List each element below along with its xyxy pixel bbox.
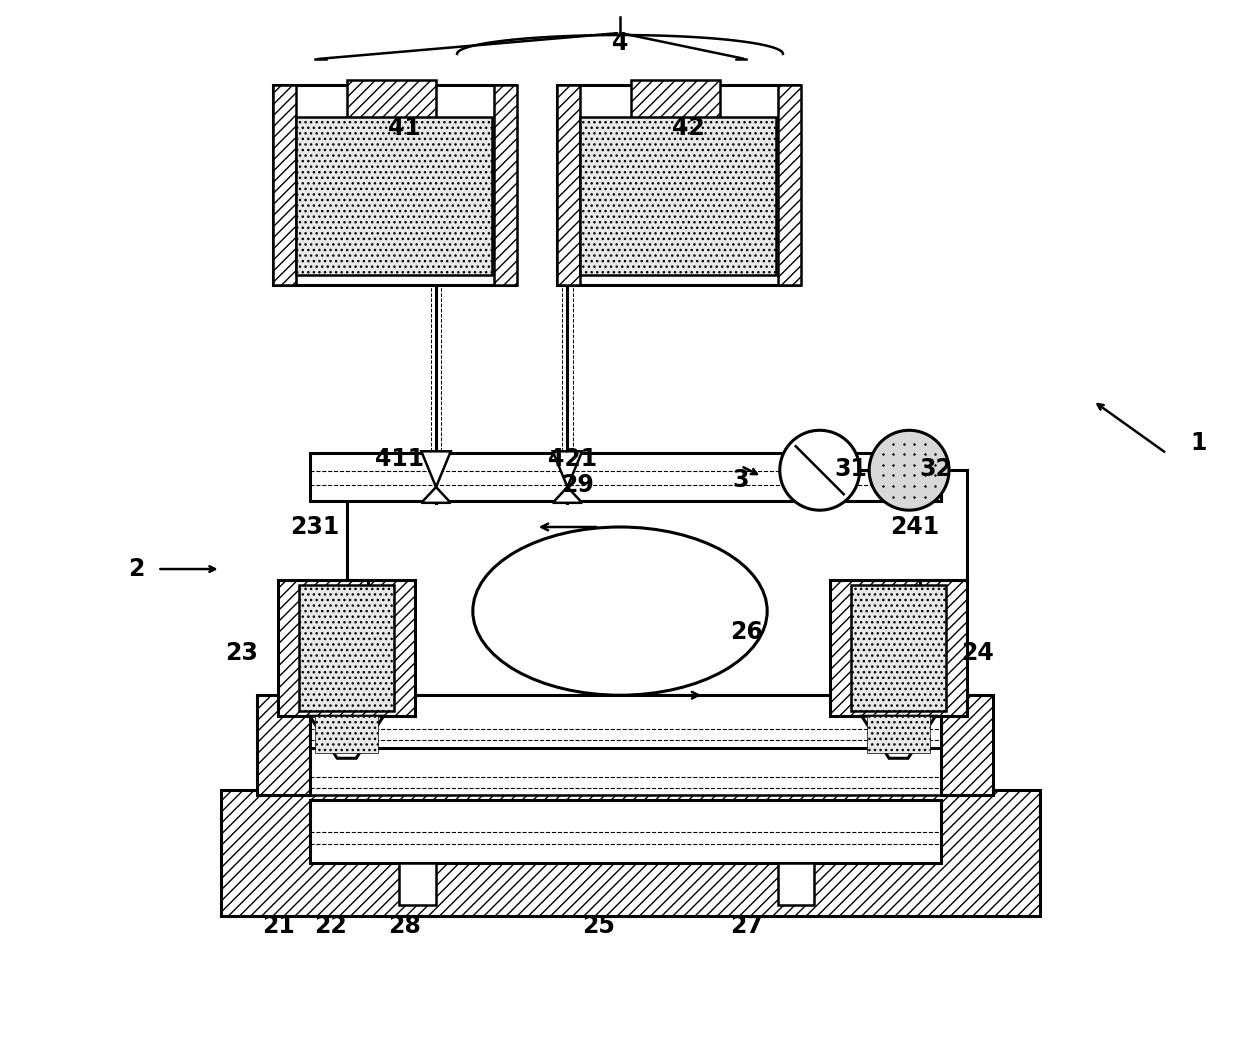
- Bar: [494, 85, 517, 286]
- Bar: [273, 85, 296, 286]
- Bar: [258, 696, 310, 795]
- Text: 231: 231: [290, 515, 340, 539]
- Bar: [315, 717, 378, 753]
- Polygon shape: [310, 717, 383, 758]
- Bar: [630, 80, 720, 128]
- Bar: [852, 585, 946, 711]
- Bar: [310, 453, 941, 501]
- Text: 25: 25: [583, 915, 615, 938]
- Text: 241: 241: [890, 515, 939, 539]
- Bar: [310, 747, 941, 795]
- Text: 3: 3: [733, 468, 749, 492]
- Polygon shape: [553, 451, 582, 487]
- Text: 41: 41: [388, 116, 420, 139]
- Text: 28: 28: [388, 915, 420, 938]
- Text: 24: 24: [961, 641, 993, 665]
- Bar: [941, 696, 993, 795]
- Polygon shape: [422, 451, 451, 487]
- Bar: [278, 580, 415, 717]
- Bar: [399, 863, 436, 905]
- Bar: [310, 696, 941, 747]
- Bar: [777, 85, 801, 286]
- Circle shape: [869, 430, 949, 510]
- Bar: [557, 85, 799, 286]
- Bar: [310, 800, 941, 863]
- Bar: [273, 85, 515, 286]
- Text: 27: 27: [729, 915, 763, 938]
- Bar: [221, 789, 1040, 916]
- Bar: [580, 117, 775, 275]
- Bar: [347, 80, 436, 128]
- Text: 42: 42: [672, 116, 704, 139]
- Text: 1: 1: [1190, 431, 1207, 455]
- Bar: [867, 717, 930, 753]
- Text: 21: 21: [262, 915, 295, 938]
- Bar: [299, 585, 394, 711]
- Text: 26: 26: [729, 620, 763, 644]
- Text: 421: 421: [548, 447, 598, 471]
- Text: 32: 32: [919, 457, 952, 482]
- Ellipse shape: [472, 527, 768, 696]
- Polygon shape: [862, 717, 935, 758]
- Text: 23: 23: [226, 641, 258, 665]
- Bar: [296, 117, 492, 275]
- Circle shape: [780, 430, 859, 510]
- Text: 4: 4: [611, 32, 629, 56]
- Bar: [777, 863, 815, 905]
- Text: 2: 2: [128, 558, 145, 581]
- Text: 31: 31: [835, 457, 868, 482]
- Text: 22: 22: [315, 915, 347, 938]
- Text: 29: 29: [562, 473, 594, 496]
- Polygon shape: [553, 487, 582, 503]
- Bar: [557, 85, 580, 286]
- Polygon shape: [422, 487, 451, 503]
- Bar: [831, 580, 967, 717]
- Text: 411: 411: [374, 447, 424, 471]
